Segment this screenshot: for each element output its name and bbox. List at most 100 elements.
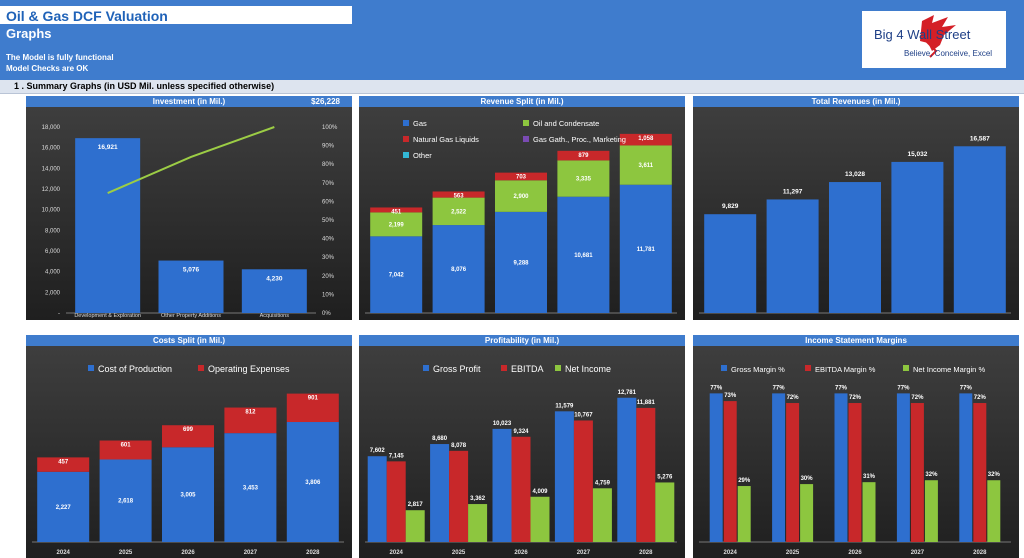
data-label: 5,076 — [183, 267, 200, 274]
bar-segment — [370, 236, 423, 313]
y2-tick-label: 0% — [322, 311, 331, 317]
chart-title: Investment (in Mil.) $26,228 — [26, 96, 352, 107]
y-tick-label: 16,000 — [42, 146, 61, 152]
y2-tick-label: 90% — [322, 144, 335, 150]
data-label: 3,005 — [180, 493, 196, 499]
bar-segment — [286, 393, 339, 423]
bar-segment — [162, 447, 214, 542]
bar — [766, 199, 819, 313]
legend-swatch — [523, 120, 529, 126]
bar — [704, 214, 757, 313]
legend-swatch — [555, 365, 561, 371]
bar — [430, 444, 450, 542]
bar — [617, 397, 637, 542]
margins-chart-panel: Income Statement Margins 77% 73% 29% 2024 77… — [693, 335, 1019, 558]
data-label: 5,276 — [657, 474, 673, 480]
legend-swatch — [721, 365, 727, 371]
legend-label: Gas Gath., Proc., Marketing — [533, 135, 626, 144]
data-label: 563 — [454, 193, 465, 199]
legend-swatch — [403, 120, 409, 126]
bar — [896, 393, 910, 542]
data-label: 3,335 — [576, 177, 592, 183]
legend-label: EBITDA Margin % — [815, 365, 876, 374]
bar — [953, 146, 1006, 313]
bar — [786, 403, 800, 542]
bar — [554, 411, 574, 542]
data-label: 72% — [849, 395, 862, 401]
x-tick-label: 2028 — [306, 550, 320, 556]
legend-swatch — [903, 365, 909, 371]
data-label: 9,829 — [722, 203, 739, 210]
legend-swatch — [523, 136, 529, 142]
bar — [829, 182, 881, 313]
x-tick-label: 2027 — [244, 550, 258, 556]
data-label: 2,618 — [118, 499, 134, 505]
legend-label: EBITDA — [511, 364, 544, 374]
data-label: 8,078 — [451, 443, 467, 449]
x-tick-label: 2028 — [639, 550, 653, 556]
bar-segment — [162, 425, 214, 448]
data-label: 8,680 — [432, 436, 448, 442]
data-label: 11,297 — [783, 188, 803, 195]
x-tick-label: 2028 — [973, 550, 987, 556]
eagle-icon — [920, 15, 956, 58]
data-label: 77% — [835, 385, 848, 391]
logo-tagline: Believe, Conceive, Excel — [904, 49, 993, 58]
y-tick-label: 14,000 — [42, 166, 61, 172]
x-tick-label: Acquisitions — [260, 313, 290, 319]
y-tick-label: 2,000 — [45, 290, 61, 296]
bar-segment — [432, 197, 485, 226]
x-tick-label: 2025 — [452, 550, 466, 556]
bar — [862, 482, 876, 542]
data-label: 8,076 — [451, 267, 467, 273]
y2-tick-label: 60% — [322, 199, 335, 205]
legend-label: Natural Gas Liquids — [413, 135, 479, 144]
model-checks-text: Model Checks are OK — [6, 64, 89, 73]
data-label: 15,032 — [907, 151, 927, 158]
bar — [772, 393, 786, 542]
x-tick-label: 2024 — [724, 550, 738, 556]
x-tick-label: 2025 — [119, 550, 133, 556]
data-label: 72% — [787, 395, 800, 401]
data-label: 879 — [578, 153, 589, 159]
model-status-text: The Model is fully functional — [6, 53, 114, 62]
data-label: 3,806 — [305, 480, 321, 486]
y-tick-label: 6,000 — [45, 249, 61, 255]
data-label: 77% — [710, 385, 723, 391]
data-label: 31% — [863, 474, 876, 480]
x-tick-label: 2024 — [57, 550, 71, 556]
legend-swatch — [403, 136, 409, 142]
data-label: 703 — [516, 175, 527, 181]
bar — [75, 138, 141, 313]
bar-segment — [432, 225, 485, 313]
bar — [924, 480, 938, 542]
bar-segment — [495, 172, 547, 181]
bar — [987, 480, 1001, 542]
y-tick-label: 8,000 — [45, 228, 61, 234]
y2-tick-label: 80% — [322, 162, 335, 168]
data-label: 32% — [925, 472, 938, 478]
data-label: 699 — [183, 427, 194, 433]
bar-segment — [619, 184, 672, 313]
bar-segment — [557, 160, 610, 197]
margins-chart-title: Income Statement Margins — [693, 335, 1019, 346]
x-tick-label: 2027 — [911, 550, 925, 556]
bar — [848, 403, 862, 542]
legend-label: Gas — [413, 119, 427, 128]
bar — [511, 436, 531, 542]
bar — [910, 403, 924, 542]
total-revenues-chart: 9,829202411,297202513,028202615,03220271… — [699, 135, 1011, 314]
investment-chart: - 2,000 4,000 6,000 8,000 10,000 12,000 14,000 1… — [42, 125, 338, 319]
data-label: 2,199 — [389, 222, 405, 228]
data-label: 30% — [801, 476, 814, 482]
data-label: 1,058 — [638, 136, 654, 142]
total-revenues-chart-title: Total Revenues (in Mil.) — [693, 96, 1019, 107]
bar — [468, 504, 488, 542]
data-label: 11,781 — [637, 247, 656, 253]
legend-swatch — [88, 365, 94, 371]
bar — [834, 393, 848, 542]
bar-segment — [286, 422, 339, 542]
bar — [492, 428, 512, 542]
data-label: 72% — [974, 395, 987, 401]
x-tick-label: 2027 — [577, 550, 591, 556]
